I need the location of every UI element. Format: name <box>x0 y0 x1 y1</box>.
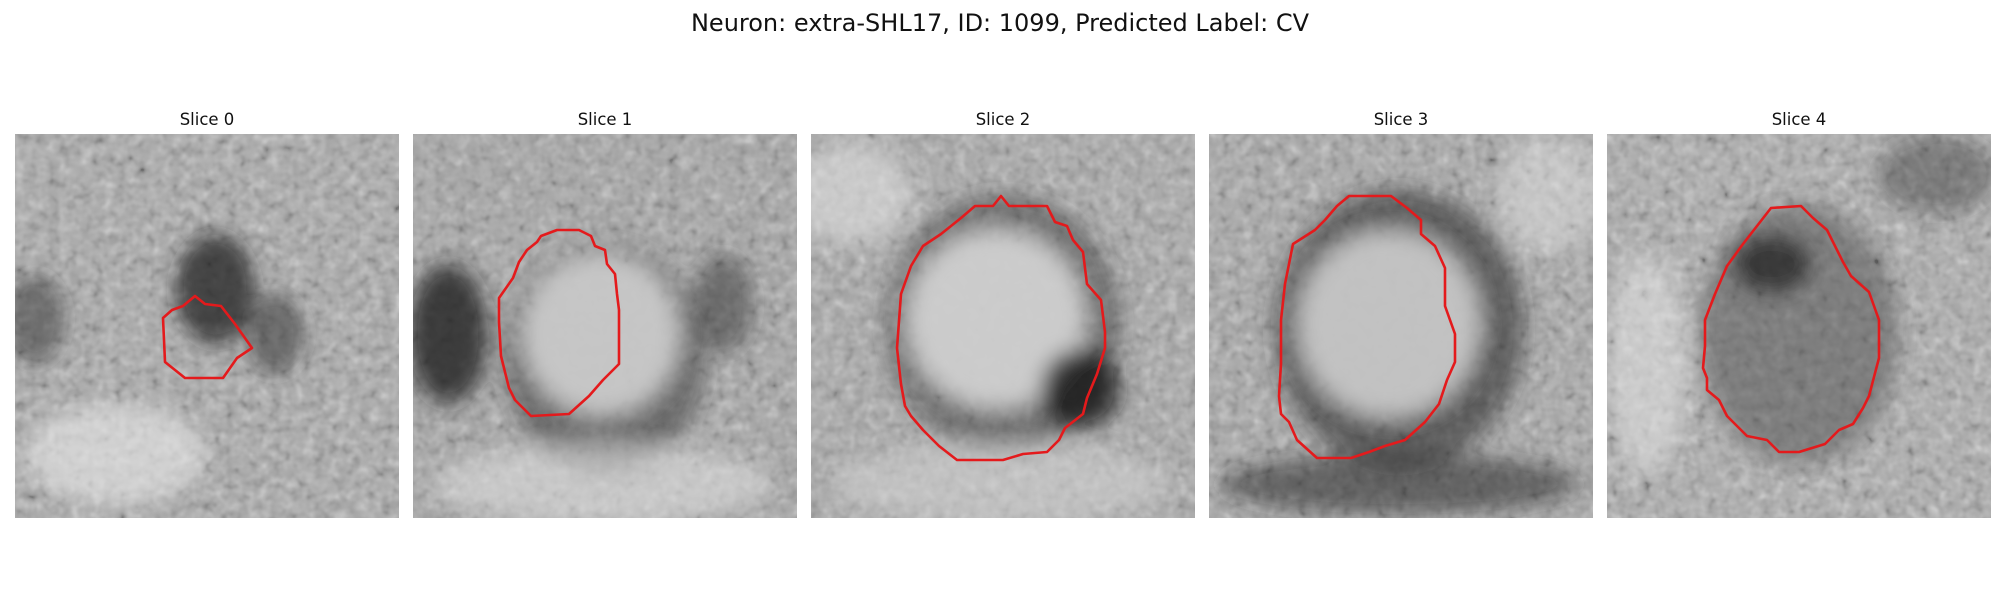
slice-title-4: Slice 4 <box>1607 108 1991 132</box>
figure-title: Neuron: extra-SHL17, ID: 1099, Predicted… <box>0 6 2000 40</box>
slice-image-4 <box>1607 134 1991 518</box>
slice-title-1: Slice 1 <box>413 108 797 132</box>
slice-image-3 <box>1209 134 1593 518</box>
slice-image-2 <box>811 134 1195 518</box>
slice-title-3: Slice 3 <box>1209 108 1593 132</box>
slice-image-0 <box>15 134 399 518</box>
slice-image-1 <box>413 134 797 518</box>
slice-title-0: Slice 0 <box>15 108 399 132</box>
slice-title-2: Slice 2 <box>811 108 1195 132</box>
